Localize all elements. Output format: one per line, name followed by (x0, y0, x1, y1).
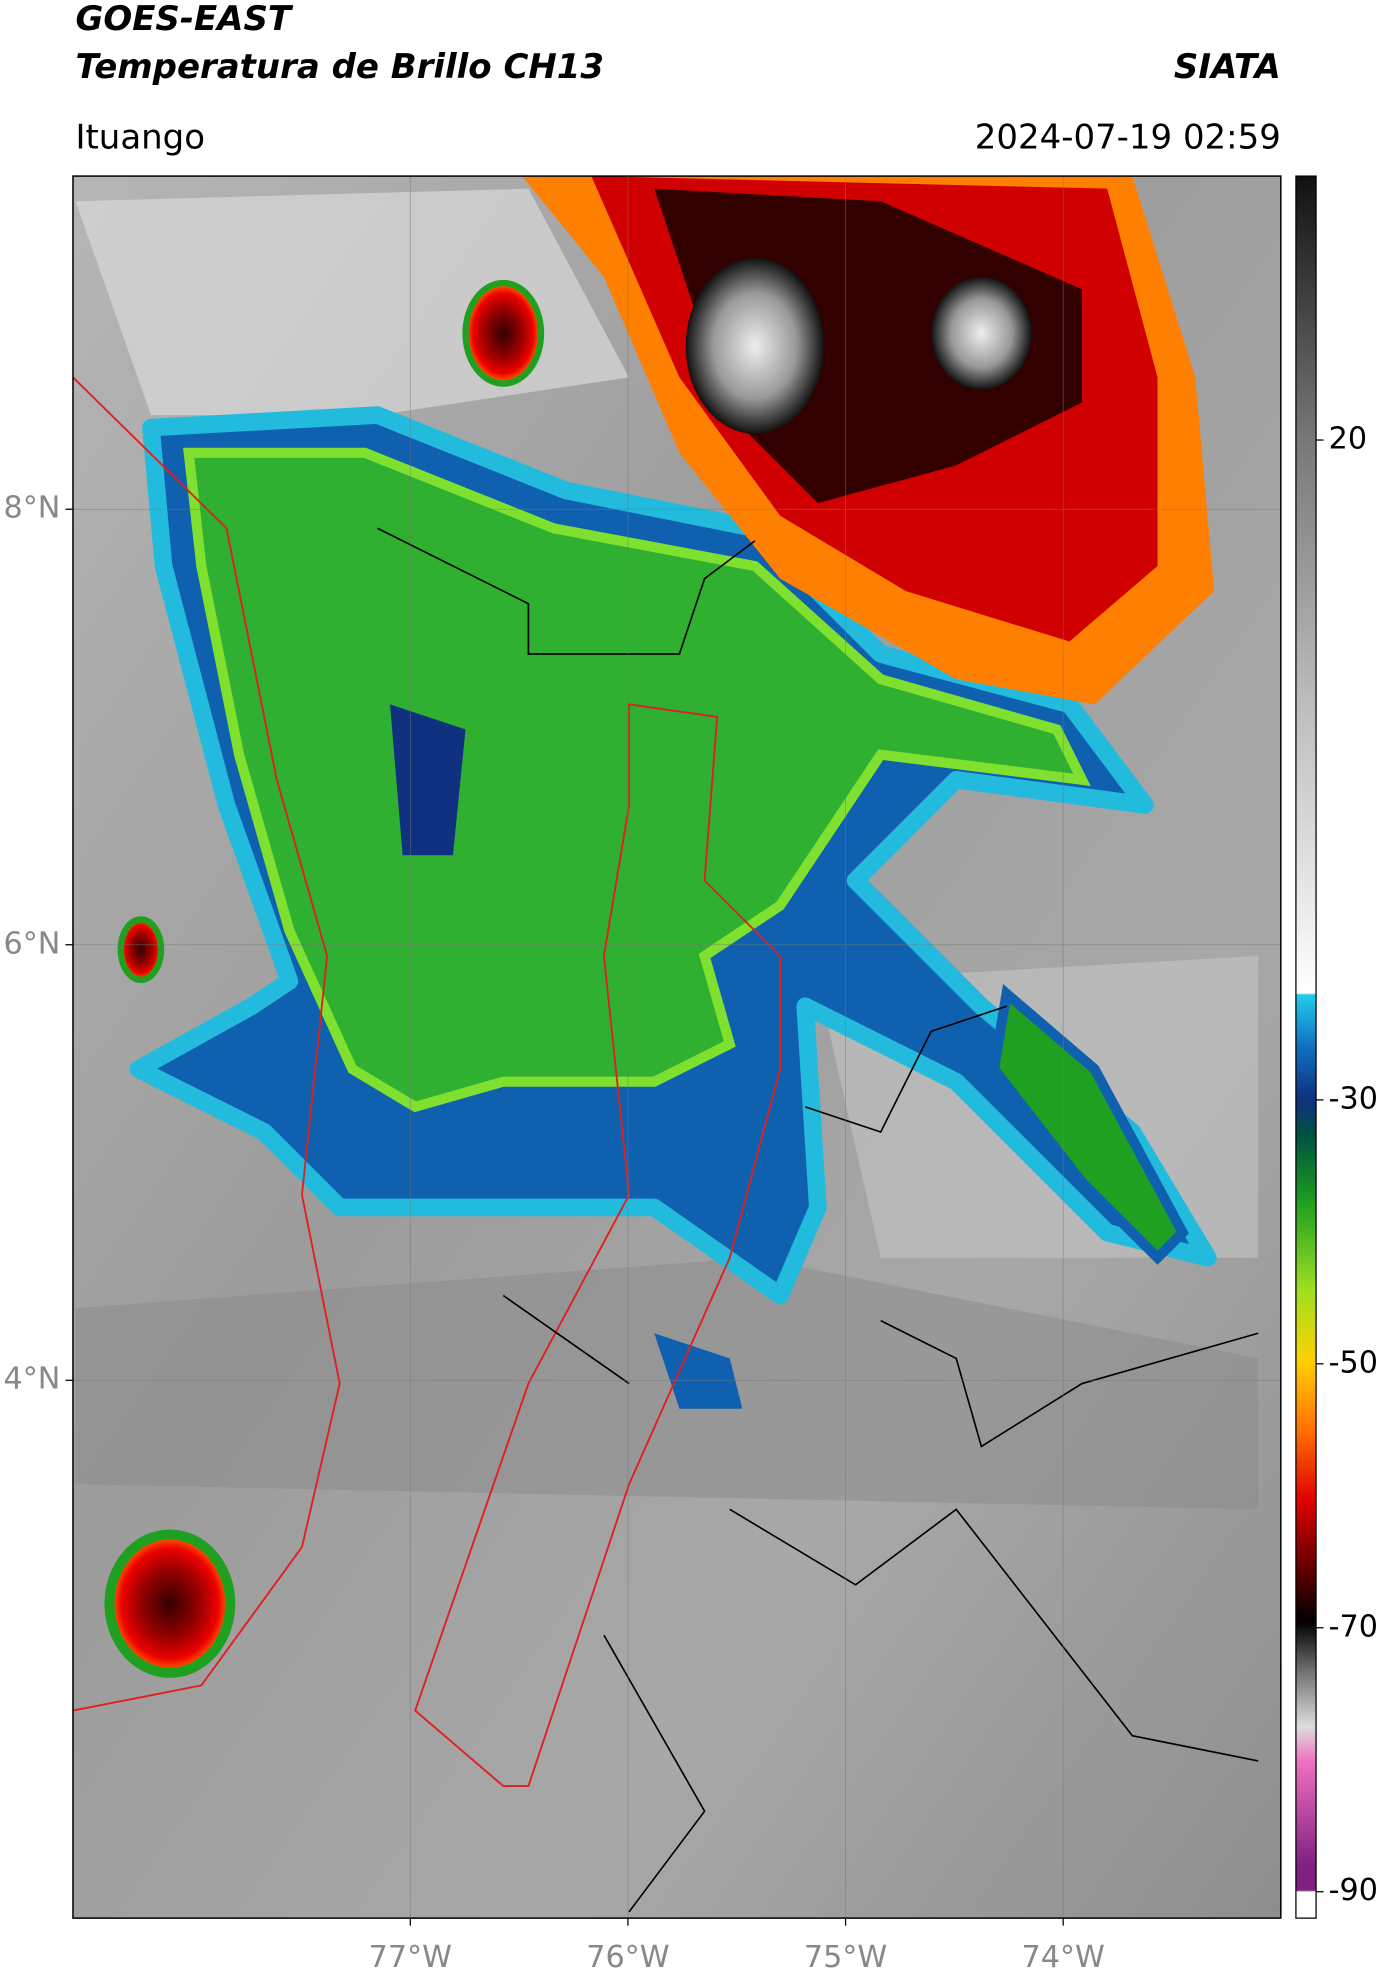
graticule (72, 176, 1281, 1919)
colorbar (1295, 175, 1317, 1919)
x-tick-label: 76°W (586, 1940, 669, 1975)
colorbar-label: -90 (1329, 1873, 1378, 1908)
x-tick-label: 74°W (1022, 1940, 1105, 1975)
coastline (72, 376, 341, 1712)
cloud-core (931, 276, 1032, 390)
cloud-red-cell (117, 916, 165, 983)
imagery (72, 176, 1281, 1919)
datetime: 2024-07-19 02:59 (975, 117, 1281, 157)
cloud-dark (75, 1257, 1259, 1510)
cloud-band (988, 984, 1189, 1265)
region-border (414, 703, 782, 1787)
map-frame (72, 175, 1282, 1919)
cloud-light (75, 188, 630, 416)
cloud-green (183, 447, 1091, 1113)
x-tick-label: 77°W (369, 1940, 452, 1975)
y-tick-label: 8°N (3, 491, 60, 526)
location: Ituango (75, 117, 205, 157)
y-tick-label: 6°N (3, 926, 60, 961)
colorbar-label: 20 (1329, 422, 1367, 457)
source: SIATA (1174, 47, 1281, 87)
subtitle: Temperatura de Brillo CH13 (75, 47, 604, 87)
colorbar-label: -70 (1329, 1609, 1378, 1644)
colorbar-label: -50 (1329, 1345, 1378, 1380)
cloud-red-cell (104, 1529, 236, 1678)
title: GOES-EAST (75, 0, 293, 39)
y-tick-label: 4°N (3, 1362, 60, 1397)
cloud-core (685, 257, 825, 434)
cloud-blue (654, 1333, 743, 1409)
cloud-blue (390, 704, 466, 856)
colorbar-label: -30 (1329, 1081, 1378, 1116)
x-tick-label: 75°W (804, 1940, 887, 1975)
cloud-red-cell (462, 279, 545, 387)
admin-border (377, 527, 1259, 1913)
